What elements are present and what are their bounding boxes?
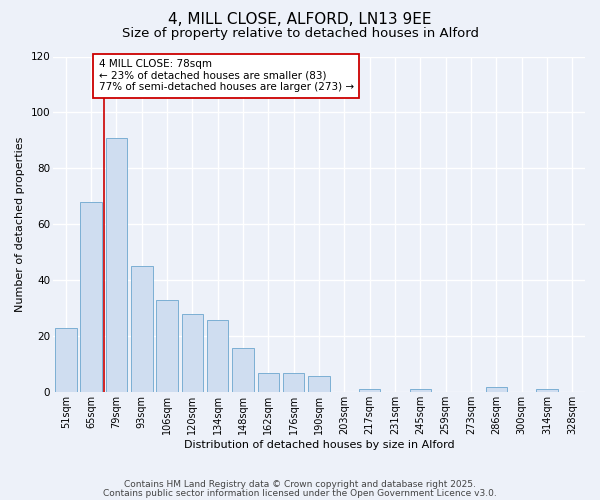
Bar	[55, 328, 77, 392]
Bar	[359, 390, 380, 392]
X-axis label: Distribution of detached houses by size in Alford: Distribution of detached houses by size …	[184, 440, 454, 450]
Text: Contains public sector information licensed under the Open Government Licence v3: Contains public sector information licen…	[103, 488, 497, 498]
Bar	[308, 376, 330, 392]
Text: Contains HM Land Registry data © Crown copyright and database right 2025.: Contains HM Land Registry data © Crown c…	[124, 480, 476, 489]
Bar	[106, 138, 127, 392]
Bar	[131, 266, 152, 392]
Y-axis label: Number of detached properties: Number of detached properties	[15, 136, 25, 312]
Bar	[536, 390, 558, 392]
Bar	[485, 386, 507, 392]
Bar	[182, 314, 203, 392]
Text: 4 MILL CLOSE: 78sqm
← 23% of detached houses are smaller (83)
77% of semi-detach: 4 MILL CLOSE: 78sqm ← 23% of detached ho…	[98, 60, 354, 92]
Bar	[207, 320, 229, 392]
Bar	[80, 202, 102, 392]
Bar	[283, 372, 304, 392]
Bar	[257, 372, 279, 392]
Bar	[232, 348, 254, 393]
Text: Size of property relative to detached houses in Alford: Size of property relative to detached ho…	[121, 28, 479, 40]
Text: 4, MILL CLOSE, ALFORD, LN13 9EE: 4, MILL CLOSE, ALFORD, LN13 9EE	[168, 12, 432, 28]
Bar	[157, 300, 178, 392]
Bar	[410, 390, 431, 392]
